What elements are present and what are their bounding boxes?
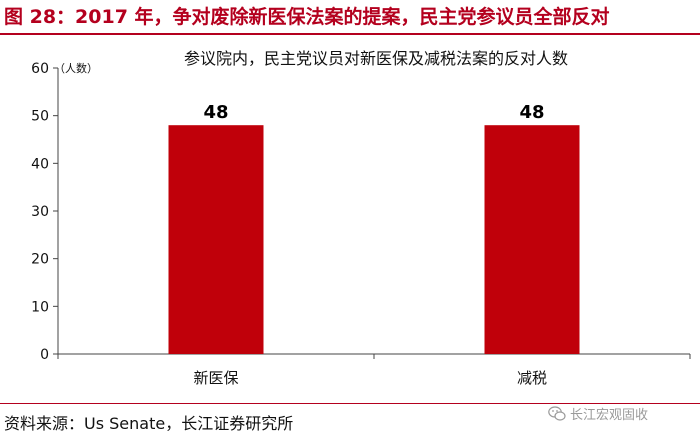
- data-label: 48: [203, 102, 228, 123]
- y-tick-label: 20: [31, 252, 49, 268]
- x-tick-label: 减税: [517, 369, 547, 387]
- y-tick-label: 40: [31, 156, 49, 172]
- source-note: 资料来源：Us Senate，长江证券研究所: [4, 414, 294, 433]
- y-tick-label: 50: [31, 109, 49, 125]
- bar: [168, 125, 264, 354]
- y-tick-label: 60: [31, 61, 49, 77]
- y-tick-label: 0: [40, 347, 49, 363]
- bar-chart: 0 10 20 30 40 50 60 新医保 减税 48 48 参议院内，民主党议员对新医保及减…: [31, 49, 691, 387]
- y-tick-label: 30: [31, 204, 49, 220]
- title-rule: [0, 33, 700, 35]
- chart-title: 参议院内，民主党议员对新医保及减税法案的反对人数: [184, 49, 568, 68]
- y-tick-label: 10: [31, 299, 49, 315]
- x-tick-label: 新医保: [193, 369, 238, 387]
- footer-rule: [0, 403, 700, 404]
- figure-title: 图 28：2017 年，争对废除新医保法案的提案，民主党参议员全部反对: [4, 6, 610, 28]
- wechat-icon: [548, 405, 566, 421]
- bar: [484, 125, 580, 354]
- data-label: 48: [519, 102, 544, 123]
- watermark: 长江宏观固收: [548, 404, 648, 423]
- watermark-text: 长江宏观固收: [570, 408, 649, 423]
- y-axis-label: （人数）: [54, 62, 98, 75]
